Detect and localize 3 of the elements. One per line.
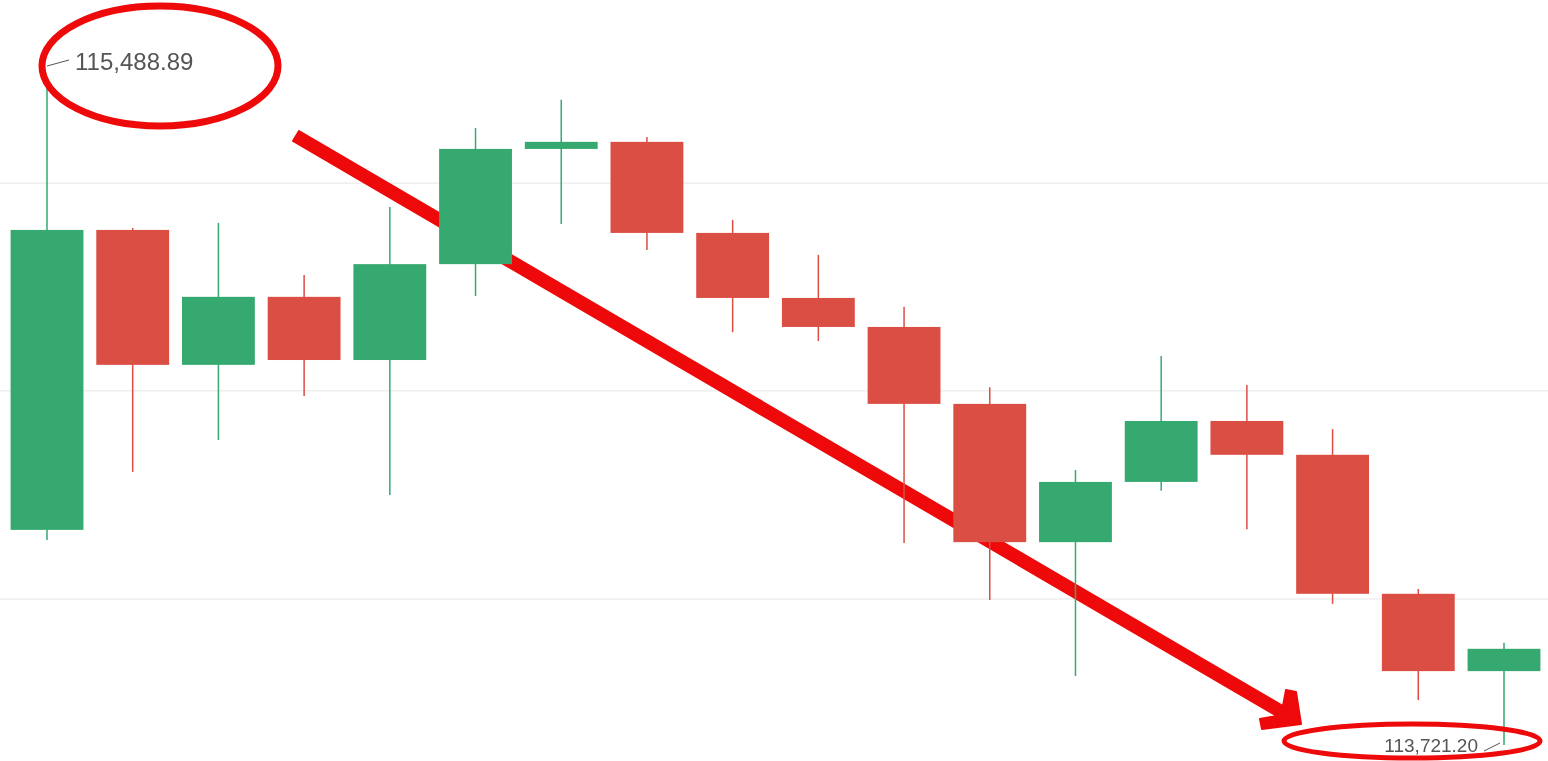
text: 115,488.89 — [75, 48, 194, 75]
annotation: 113,721.20 — [1384, 735, 1478, 756]
candlestick — [524, 99, 598, 225]
